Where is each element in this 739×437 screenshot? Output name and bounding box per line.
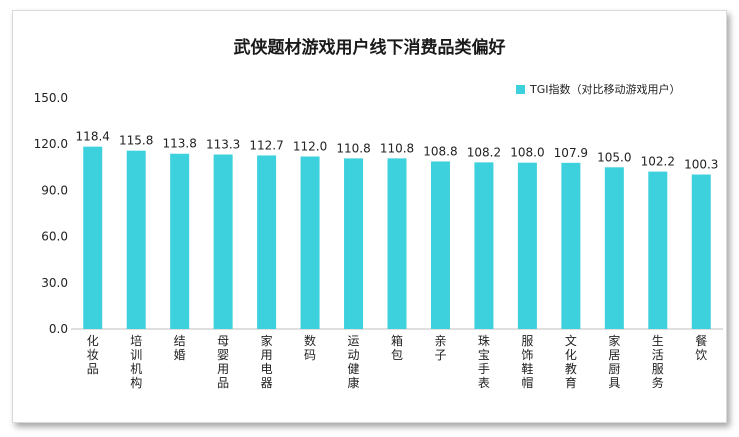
x-tick-label: 服饰鞋帽 — [521, 334, 533, 390]
bar — [257, 155, 277, 329]
value-label: 112.0 — [293, 140, 327, 154]
x-tick-label: 箱包 — [391, 333, 403, 362]
value-label: 100.3 — [684, 158, 718, 172]
value-label: 108.2 — [467, 145, 501, 159]
bar — [430, 161, 450, 329]
x-tick-label: 文化教育 — [565, 333, 577, 390]
value-label: 102.2 — [641, 155, 675, 169]
legend: TGI指数（对比移动游戏用户） — [516, 81, 681, 97]
x-tick-label: 亲子 — [434, 334, 446, 362]
bar — [648, 171, 668, 329]
value-label: 108.8 — [423, 144, 457, 158]
x-tick-label: 母婴用品 — [217, 334, 229, 390]
bar — [517, 162, 537, 329]
value-label: 112.7 — [249, 138, 283, 152]
bar — [561, 162, 581, 329]
chart-title: 武侠题材游戏用户线下消费品类偏好 — [233, 38, 506, 58]
value-label: 108.0 — [510, 146, 544, 160]
x-tick-label: 化妆品 — [87, 334, 99, 376]
bar — [387, 158, 407, 329]
bar — [213, 154, 233, 329]
value-label: 110.8 — [336, 141, 370, 155]
value-label: 105.0 — [597, 150, 631, 164]
y-tick-label: 150.0 — [34, 91, 68, 105]
value-label: 115.8 — [119, 134, 153, 148]
bar — [83, 146, 103, 329]
value-label: 107.9 — [554, 146, 588, 160]
bar — [604, 167, 624, 329]
x-tick-label: 数码 — [304, 333, 316, 362]
bar — [691, 174, 711, 329]
y-tick-label: 90.0 — [41, 183, 68, 197]
value-label: 113.8 — [162, 137, 196, 151]
x-tick-label: 结婚 — [174, 334, 186, 362]
value-label: 118.4 — [76, 130, 110, 144]
bar — [126, 150, 146, 329]
x-tick-label: 运动健康 — [348, 334, 360, 390]
x-tick-label: 家用电器 — [261, 333, 273, 390]
x-tick-label: 家居厨具 — [608, 333, 620, 390]
legend-label: TGI指数（对比移动游戏用户） — [530, 83, 681, 96]
y-tick-label: 60.0 — [41, 230, 68, 244]
x-tick-label: 珠宝手表 — [478, 334, 490, 390]
y-tick-label: 120.0 — [34, 137, 68, 151]
x-tick-label: 餐饮 — [695, 333, 707, 362]
x-tick-label: 培训机构 — [130, 333, 142, 390]
chart-frame: 武侠题材游戏用户线下消费品类偏好 TGI指数（对比移动游戏用户） 0.0 30.0… — [12, 10, 727, 423]
value-label: 113.3 — [206, 138, 240, 152]
value-label: 110.8 — [380, 141, 414, 155]
bar — [474, 162, 494, 329]
bar — [170, 153, 190, 329]
legend-swatch — [516, 84, 525, 94]
bar — [300, 156, 320, 329]
y-tick-label: 30.0 — [41, 276, 68, 290]
y-tick-label: 0.0 — [49, 322, 68, 336]
x-tick-label: 生活服务 — [652, 334, 664, 390]
bar-chart-plot: 0.0 30.0 60.0 90.0 120.0 150.0 118.4 化妆品 115.8 培训… — [34, 91, 723, 390]
bar — [344, 158, 364, 329]
